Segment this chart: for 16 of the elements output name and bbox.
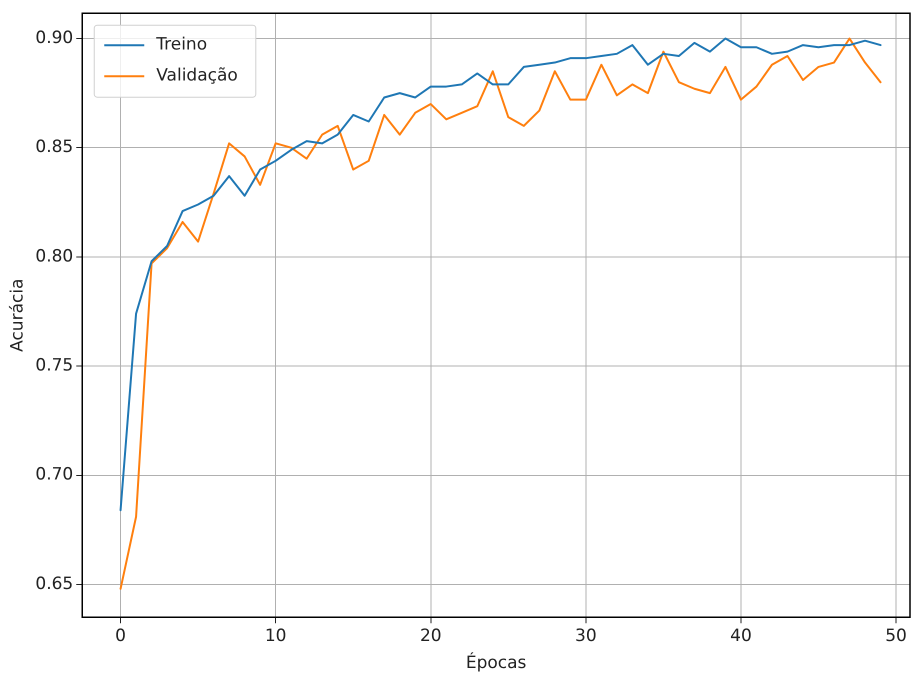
y-tick-label: 0.65 — [35, 574, 74, 594]
x-tick-label: 40 — [730, 626, 752, 646]
legend-label: Treino — [155, 34, 208, 55]
y-tick-label: 0.70 — [35, 464, 74, 485]
y-tick-label: 0.90 — [35, 28, 74, 48]
x-axis-title: Épocas — [466, 652, 527, 674]
x-tick-label: 10 — [264, 626, 286, 646]
y-tick-label: 0.80 — [35, 246, 74, 266]
y-tick-label: 0.75 — [35, 356, 74, 376]
y-axis-title: Acurácia — [8, 278, 28, 352]
y-tick-label: 0.85 — [35, 137, 74, 158]
x-tick-label: 20 — [420, 626, 442, 646]
x-tick-label: 30 — [575, 626, 597, 646]
x-tick-label: 50 — [885, 626, 907, 646]
x-tick-label: 0 — [115, 626, 126, 646]
legend-label: Validação — [156, 66, 238, 86]
